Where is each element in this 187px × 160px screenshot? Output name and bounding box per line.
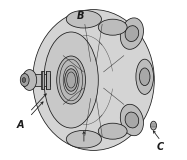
Ellipse shape bbox=[98, 19, 127, 35]
Text: A: A bbox=[16, 120, 24, 130]
Bar bbox=[41, 71, 44, 89]
Ellipse shape bbox=[120, 104, 143, 136]
Ellipse shape bbox=[125, 26, 139, 42]
Ellipse shape bbox=[140, 68, 150, 86]
Ellipse shape bbox=[66, 10, 102, 28]
Text: B: B bbox=[77, 11, 84, 21]
Ellipse shape bbox=[44, 32, 98, 128]
Ellipse shape bbox=[57, 56, 85, 104]
Ellipse shape bbox=[22, 70, 37, 90]
Ellipse shape bbox=[65, 69, 77, 91]
Ellipse shape bbox=[125, 112, 139, 128]
Ellipse shape bbox=[20, 74, 29, 86]
Ellipse shape bbox=[98, 123, 127, 139]
Text: C: C bbox=[157, 142, 164, 152]
Ellipse shape bbox=[151, 121, 157, 130]
Ellipse shape bbox=[66, 130, 102, 148]
Ellipse shape bbox=[136, 59, 154, 94]
Ellipse shape bbox=[22, 78, 26, 82]
Ellipse shape bbox=[33, 10, 154, 150]
Polygon shape bbox=[23, 74, 50, 86]
Bar bbox=[45, 71, 50, 89]
Ellipse shape bbox=[120, 18, 143, 49]
